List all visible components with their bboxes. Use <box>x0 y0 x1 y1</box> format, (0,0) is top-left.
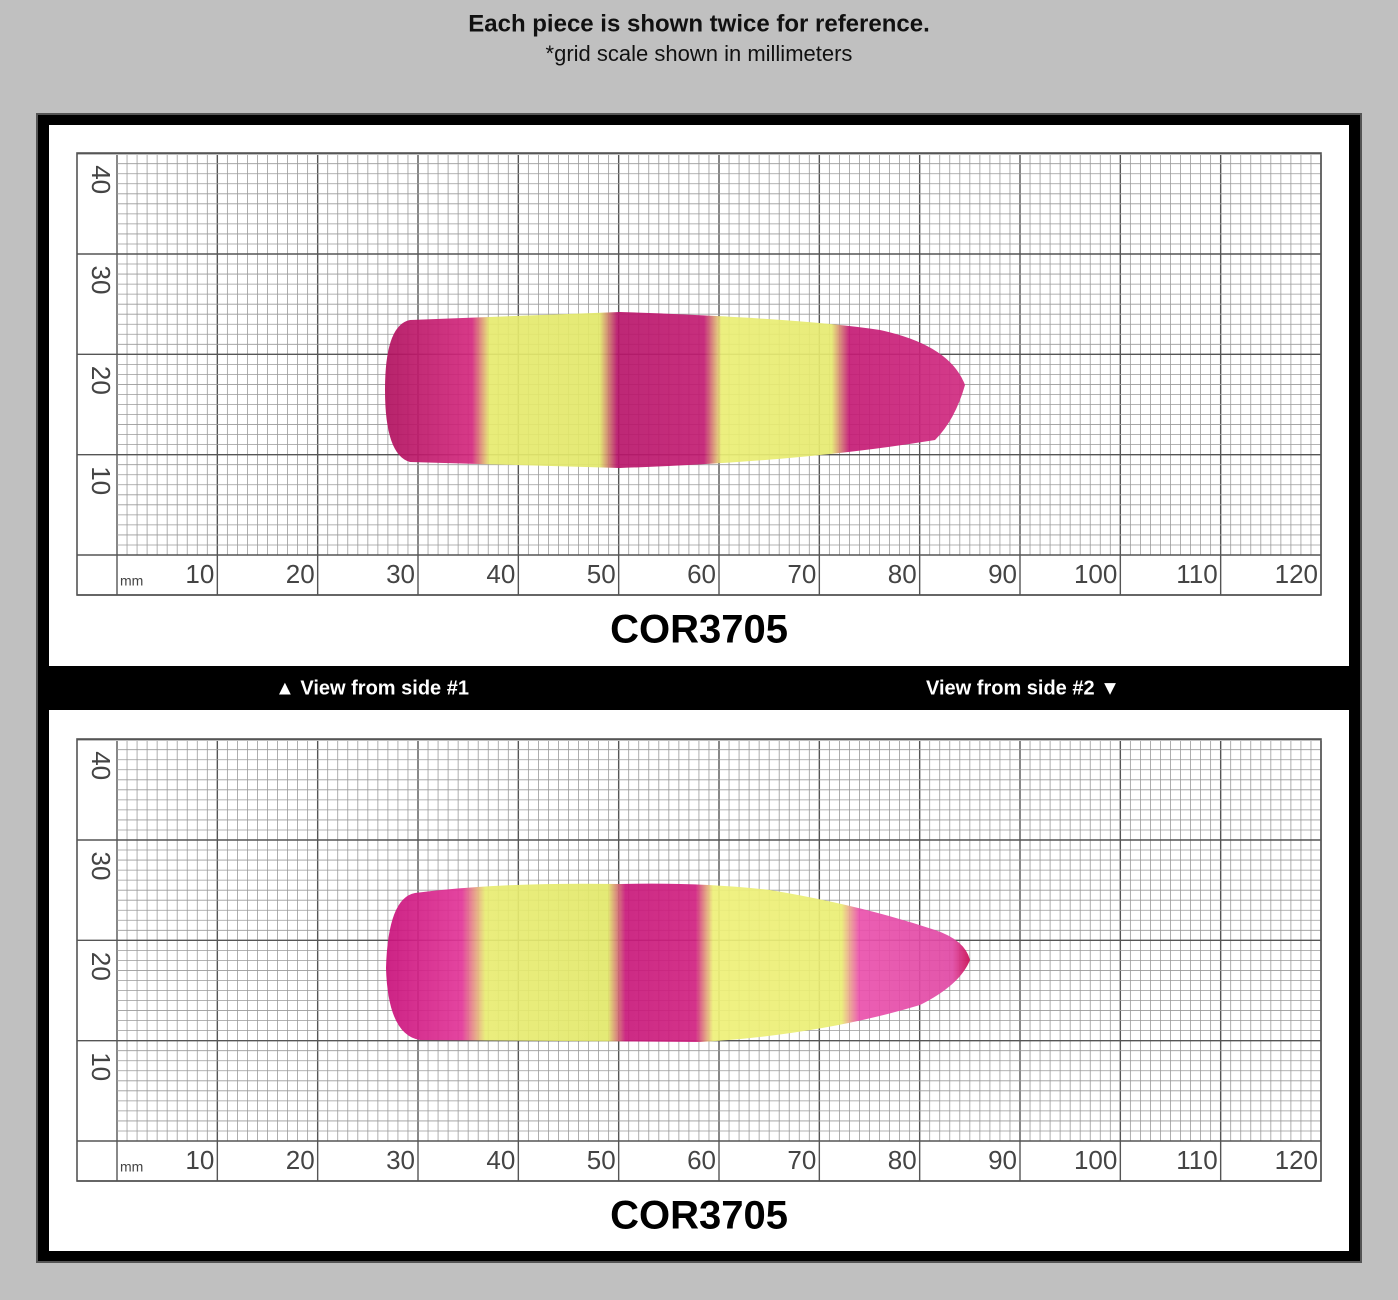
unit-label: mm <box>120 573 143 589</box>
x-scale-label: 10 <box>185 559 214 589</box>
x-scale-label: 120 <box>1275 559 1318 589</box>
y-scale-label: 40 <box>86 165 116 194</box>
piece-code: COR3705 <box>610 608 788 652</box>
y-scale-label: 20 <box>86 366 116 395</box>
x-scale-label: 80 <box>888 559 917 589</box>
y-scale-label: 10 <box>86 1052 116 1081</box>
x-scale-label: 50 <box>587 1145 616 1175</box>
x-scale-label: 20 <box>286 1145 315 1175</box>
x-scale-label: 80 <box>888 1145 917 1175</box>
y-scale-label: 30 <box>86 852 116 881</box>
y-scale-label: 40 <box>86 751 116 780</box>
x-scale-label: 60 <box>687 1145 716 1175</box>
x-scale-label: 50 <box>587 559 616 589</box>
x-scale-label: 20 <box>286 559 315 589</box>
x-scale-label: 30 <box>386 559 415 589</box>
caption-right: View from side #2 ▼ <box>926 677 1120 699</box>
x-scale-label: 90 <box>988 559 1017 589</box>
x-scale-label: 60 <box>687 559 716 589</box>
x-scale-label: 120 <box>1275 1145 1318 1175</box>
x-scale-label: 10 <box>185 1145 214 1175</box>
subtitle: *grid scale shown in millimeters <box>546 41 853 66</box>
y-scale-label: 10 <box>86 466 116 495</box>
x-scale-label: 110 <box>1176 559 1217 589</box>
x-scale-label: 100 <box>1074 559 1117 589</box>
x-scale-label: 110 <box>1176 1145 1217 1175</box>
x-scale-label: 90 <box>988 1145 1017 1175</box>
unit-label: mm <box>120 1159 143 1175</box>
y-scale-label: 30 <box>86 266 116 295</box>
x-scale-label: 70 <box>787 559 816 589</box>
x-scale-label: 40 <box>486 1145 515 1175</box>
y-scale-label: 20 <box>86 952 116 981</box>
x-scale-label: 100 <box>1074 1145 1117 1175</box>
x-scale-label: 70 <box>787 1145 816 1175</box>
x-scale-label: 40 <box>486 559 515 589</box>
x-scale-label: 30 <box>386 1145 415 1175</box>
crystal-side-2 <box>386 883 970 1042</box>
caption-left: ▲ View from side #1 <box>275 677 469 699</box>
piece-code: COR3705 <box>610 1194 788 1238</box>
title: Each piece is shown twice for reference. <box>468 10 930 37</box>
graph-paper: mm 10 20 30 40 50 60 70 80 90 100 110 120 10 20 30 40 <box>76 152 1322 596</box>
crystal-side-1 <box>385 312 965 468</box>
